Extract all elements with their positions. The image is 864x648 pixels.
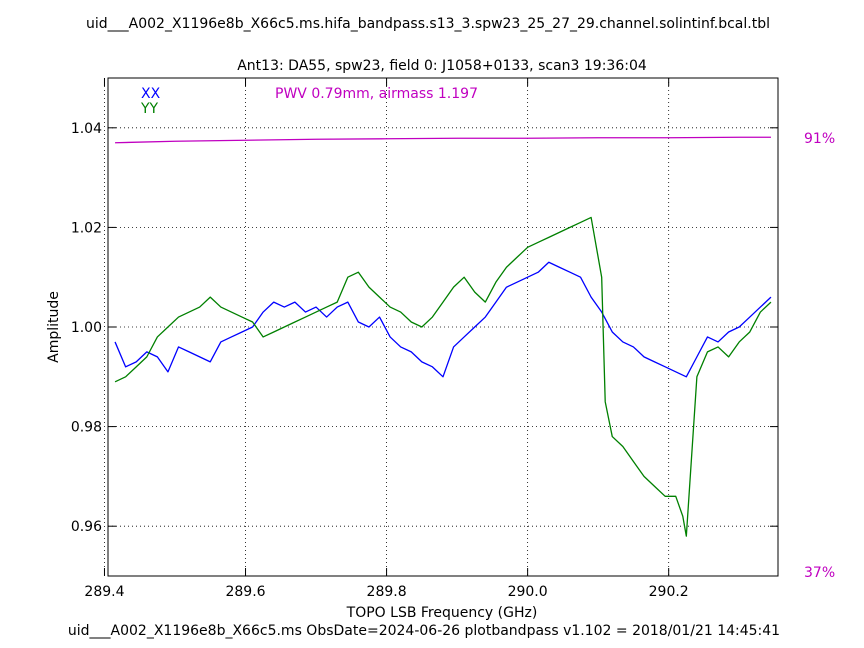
x-tick-label: 289.8 bbox=[367, 584, 407, 600]
pwv-annotation: PWV 0.79mm, airmass 1.197 bbox=[275, 86, 478, 102]
right-axis-top-label: 91% bbox=[804, 131, 835, 147]
y-tick-label: 0.96 bbox=[71, 519, 102, 535]
x-tick-label: 289.6 bbox=[225, 584, 265, 600]
grid bbox=[104, 78, 778, 576]
figure-subtitle: Ant13: DA55, spw23, field 0: J1058+0133,… bbox=[237, 58, 647, 74]
y-tick-label: 0.98 bbox=[71, 420, 102, 436]
y-axis-ticks: 0.96 0.98 1.00 1.02 1.04 bbox=[71, 121, 778, 535]
x-tick-label: 289.4 bbox=[84, 584, 124, 600]
series-line-xx bbox=[114, 261, 772, 378]
x-tick-label: 290.2 bbox=[649, 584, 689, 600]
x-axis-label: TOPO LSB Frequency (GHz) bbox=[346, 605, 538, 621]
legend-xx: XX bbox=[141, 86, 161, 102]
x-tick-label: 290.0 bbox=[508, 584, 548, 600]
plot-lines bbox=[114, 136, 772, 537]
y-axis-label: Amplitude bbox=[46, 291, 62, 363]
figure-title: uid___A002_X1196e8b_X66c5.ms.hifa_bandpa… bbox=[86, 16, 770, 32]
x-axis-ticks: 289.4 289.6 289.8 290.0 290.2 bbox=[84, 78, 689, 600]
y-tick-label: 1.04 bbox=[71, 121, 102, 137]
y-tick-label: 1.02 bbox=[71, 220, 102, 236]
series-line-yy bbox=[114, 216, 772, 537]
right-axis-bottom-label: 37% bbox=[804, 565, 835, 581]
atmosphere-transmission-line bbox=[115, 136, 771, 144]
figure-footer: uid___A002_X1196e8b_X66c5.ms ObsDate=202… bbox=[68, 623, 780, 639]
y-tick-label: 1.00 bbox=[71, 320, 102, 336]
legend-yy: YY bbox=[140, 101, 159, 117]
